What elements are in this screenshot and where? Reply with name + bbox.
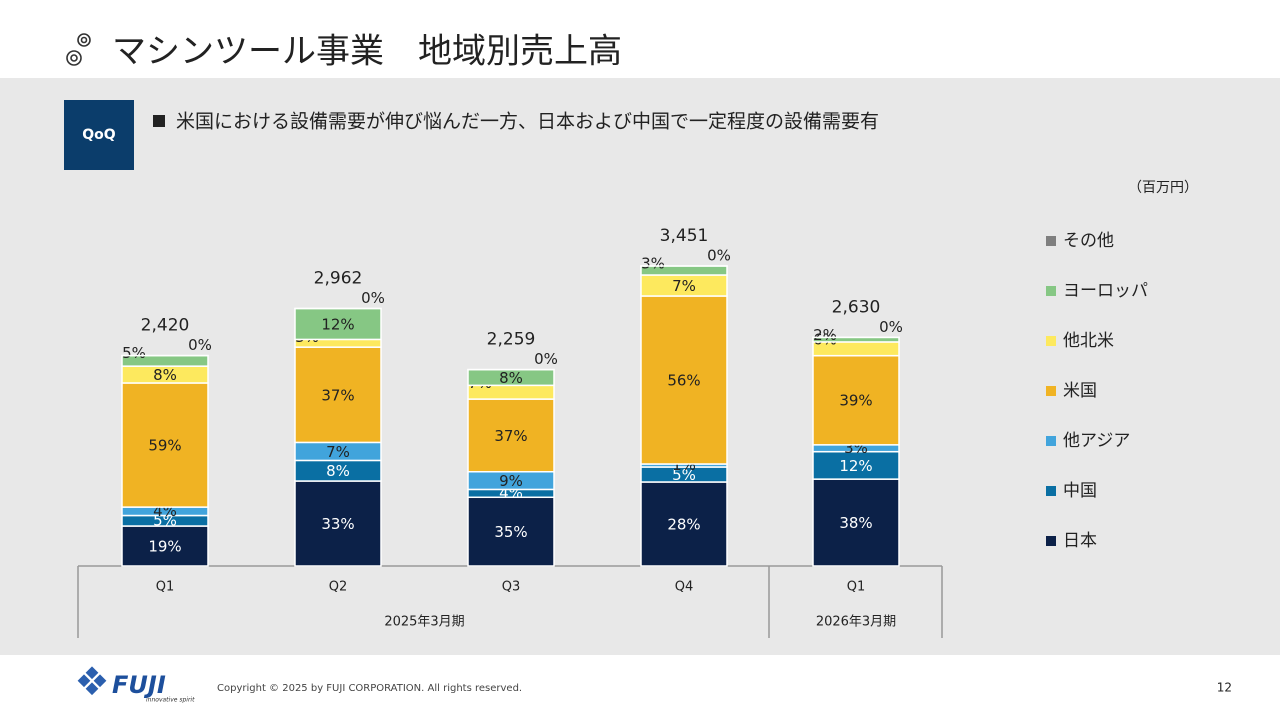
value-label: 19% <box>148 538 181 556</box>
value-label: 0% <box>361 289 385 307</box>
bullet-mark <box>153 115 165 127</box>
bar-segment <box>121 382 209 508</box>
x-tick-label: Q1 <box>156 580 175 595</box>
legend-label: 日本 <box>1063 531 1097 551</box>
total-label: 2,962 <box>314 269 363 289</box>
total-label: 3,451 <box>660 226 709 246</box>
gear-icon <box>66 33 91 66</box>
value-label: 8% <box>499 369 523 387</box>
legend-swatch <box>1046 386 1056 396</box>
unit-label: （百万円） <box>1128 180 1198 196</box>
legend-swatch <box>1046 436 1056 446</box>
legend-swatch <box>1046 336 1056 346</box>
value-label: 9% <box>499 472 523 490</box>
bar-segment <box>812 354 900 446</box>
x-tick-label: Q3 <box>502 580 521 595</box>
value-label: 0% <box>188 336 212 354</box>
legend-swatch <box>1046 536 1056 546</box>
page-number: 12 <box>1217 681 1232 695</box>
value-label: 5% <box>672 466 696 484</box>
value-label: 12% <box>839 457 872 475</box>
value-label: 39% <box>839 392 872 410</box>
group-label: 2026年3月期 <box>816 615 896 630</box>
value-label: 7% <box>672 277 696 295</box>
value-label: 33% <box>321 515 354 533</box>
value-label: 2% <box>813 326 837 344</box>
legend-swatch <box>1046 236 1056 246</box>
x-tick-label: Q1 <box>847 580 866 595</box>
copyright: Copyright © 2025 by FUJI CORPORATION. Al… <box>217 683 522 694</box>
bar-segment <box>812 450 900 480</box>
bar-segment <box>467 398 555 473</box>
group-label: 2025年3月期 <box>384 615 464 630</box>
value-label: 8% <box>326 462 350 480</box>
legend-label: 他アジア <box>1063 431 1130 451</box>
bar-segment <box>812 478 900 567</box>
value-label: 0% <box>879 318 903 336</box>
value-label: 37% <box>321 386 354 404</box>
logo-tagline: innovative spirit <box>146 697 195 704</box>
legend-label: ヨーロッパ <box>1063 281 1148 301</box>
legend-label: 中国 <box>1063 481 1097 501</box>
bullet-text: 米国における設備需要が伸び悩んだ一方、日本および中国で一定程度の設備需要有 <box>176 111 879 133</box>
value-label: 59% <box>148 437 181 455</box>
legend-label: 他北米 <box>1063 331 1114 351</box>
legend-label: その他 <box>1063 231 1114 251</box>
logo-text: FUJI <box>112 671 166 699</box>
value-label: 38% <box>839 514 872 532</box>
legend-swatch <box>1046 486 1056 496</box>
value-label: 7% <box>326 443 350 461</box>
value-label: 0% <box>534 350 558 368</box>
value-label: 5% <box>122 344 146 362</box>
slide-title: マシンツール事業 地域別売上高 <box>112 32 622 72</box>
value-label: 3% <box>641 255 665 273</box>
value-label: 56% <box>667 372 700 390</box>
x-tick-label: Q4 <box>675 580 694 595</box>
value-label: 35% <box>494 523 527 541</box>
bar-segment <box>640 481 728 567</box>
value-label: 12% <box>321 315 354 333</box>
x-tick-label: Q2 <box>329 580 348 595</box>
value-label: 37% <box>494 427 527 445</box>
bar-segment <box>121 525 209 567</box>
total-label: 2,420 <box>141 316 190 336</box>
bar-segment <box>294 346 382 444</box>
legend-swatch <box>1046 286 1056 296</box>
value-label: 0% <box>707 247 731 265</box>
panel <box>0 78 1280 655</box>
total-label: 2,259 <box>487 330 536 350</box>
logo: FUJI innovative spirit <box>77 666 195 704</box>
value-label: 28% <box>667 516 700 534</box>
badge-box <box>64 100 134 170</box>
legend-label: 米国 <box>1063 381 1097 401</box>
value-label: 8% <box>153 366 177 384</box>
total-label: 2,630 <box>832 297 881 317</box>
badge: QoQ <box>82 127 116 143</box>
